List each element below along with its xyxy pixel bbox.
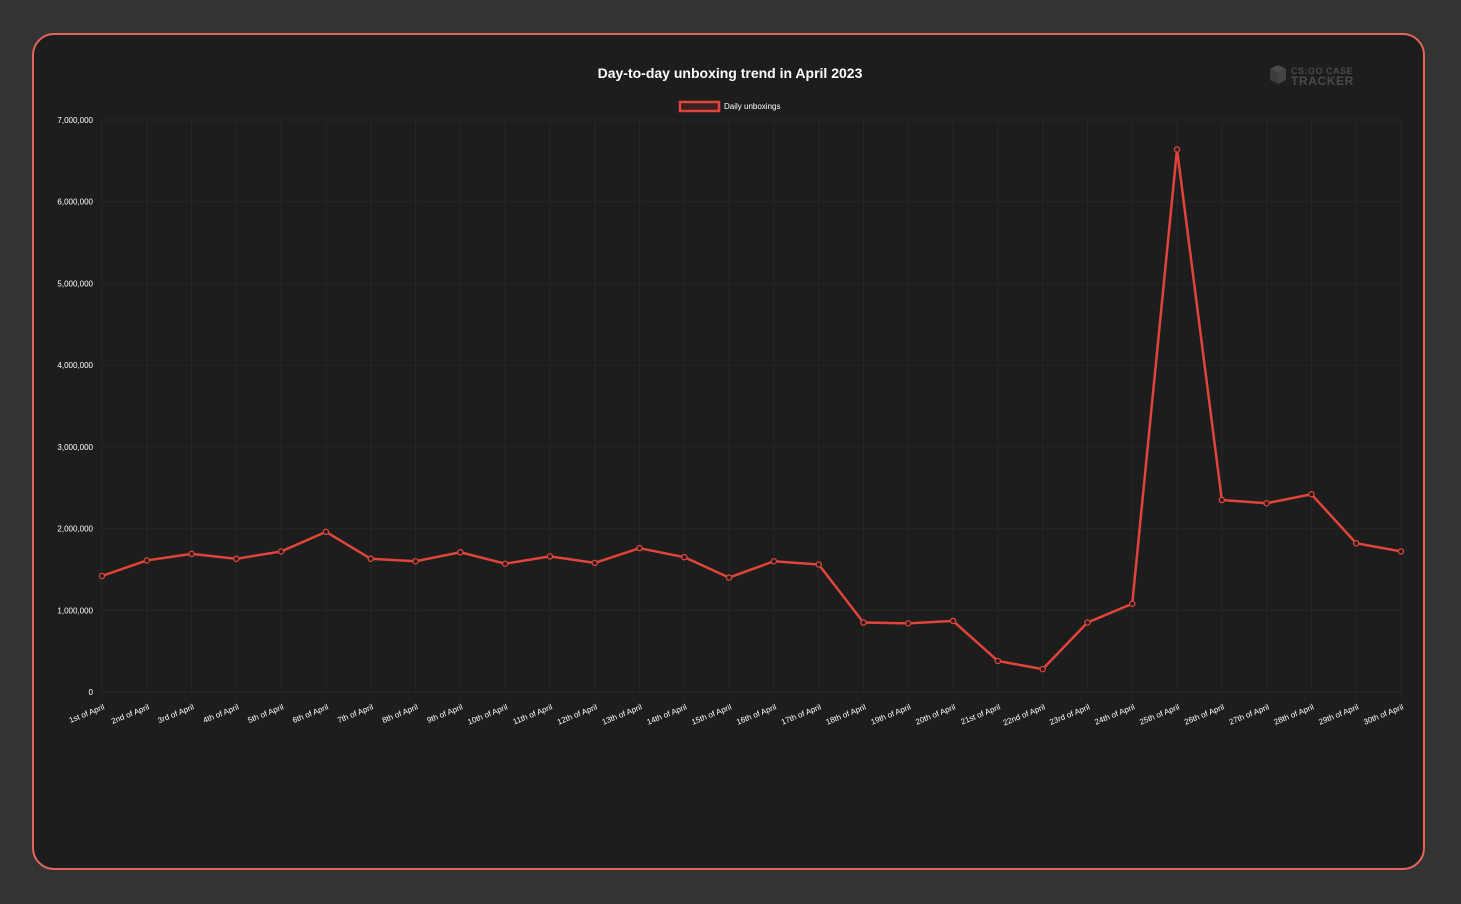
x-tick-label: 24th of April bbox=[1093, 702, 1136, 726]
x-tick-label: 6th of April bbox=[291, 702, 330, 725]
x-tick-label: 26th of April bbox=[1183, 702, 1226, 726]
x-tick-label: 11th of April bbox=[512, 702, 554, 726]
x-tick-label: 17th of April bbox=[780, 702, 823, 726]
y-tick-label: 6,000,000 bbox=[57, 198, 93, 207]
x-tick-label: 18th of April bbox=[825, 702, 868, 726]
x-tick-label: 7th of April bbox=[336, 702, 375, 725]
data-point[interactable] bbox=[1084, 619, 1091, 626]
x-tick-label: 5th of April bbox=[246, 702, 285, 725]
data-point[interactable] bbox=[1397, 548, 1405, 555]
box-icon bbox=[1270, 65, 1286, 84]
x-tick-label: 16th of April bbox=[735, 702, 778, 726]
x-tick-label: 28th of April bbox=[1273, 702, 1316, 726]
logo-line-1: CS:GO CASE bbox=[1291, 66, 1353, 76]
brand-logo: CS:GO CASE TRACKER bbox=[1270, 65, 1354, 88]
x-tick-label: 2nd of April bbox=[110, 702, 151, 725]
data-point[interactable] bbox=[1128, 600, 1136, 607]
y-tick-label: 7,000,000 bbox=[57, 116, 93, 125]
x-tick-label: 23rd of April bbox=[1048, 702, 1091, 726]
data-point[interactable] bbox=[725, 574, 733, 581]
x-tick-label: 15th of April bbox=[690, 702, 733, 726]
logo-line-2: TRACKER bbox=[1291, 74, 1354, 88]
chart-title: Day-to-day unboxing trend in April 2023 bbox=[598, 65, 863, 81]
y-tick-label: 3,000,000 bbox=[57, 443, 93, 452]
x-tick-label: 20th of April bbox=[914, 702, 957, 726]
x-tick-label: 30th of April bbox=[1362, 702, 1405, 726]
x-tick-label: 4th of April bbox=[202, 702, 241, 725]
data-point[interactable] bbox=[188, 550, 195, 558]
data-point[interactable] bbox=[143, 557, 151, 564]
data-point[interactable] bbox=[636, 544, 643, 552]
data-point[interactable] bbox=[860, 619, 867, 626]
x-tick-label: 13th of April bbox=[601, 702, 644, 726]
data-point[interactable] bbox=[1308, 491, 1315, 498]
data-point[interactable] bbox=[905, 620, 912, 627]
data-point[interactable] bbox=[1352, 540, 1360, 547]
legend[interactable]: Daily unboxings bbox=[678, 100, 780, 113]
data-point[interactable] bbox=[322, 528, 330, 536]
x-tick-label: 1st of April bbox=[68, 702, 106, 724]
y-tick-label: 1,000,000 bbox=[57, 606, 93, 615]
data-point[interactable] bbox=[277, 548, 285, 555]
x-tick-label: 27th of April bbox=[1228, 702, 1271, 726]
x-tick-label: 25th of April bbox=[1138, 702, 1181, 726]
grid-layer bbox=[101, 119, 1402, 693]
chart-card bbox=[32, 33, 1425, 870]
legend-label: Daily unboxings bbox=[724, 102, 780, 111]
series-layer bbox=[98, 146, 1405, 673]
data-point[interactable] bbox=[1173, 146, 1181, 153]
data-point[interactable] bbox=[994, 657, 1002, 665]
data-point[interactable] bbox=[770, 558, 778, 565]
series-line bbox=[100, 148, 1403, 671]
x-tick-label: 3rd of April bbox=[156, 702, 195, 725]
legend-swatch bbox=[678, 100, 721, 113]
data-point[interactable] bbox=[591, 559, 598, 567]
y-tick-label: 2,000,000 bbox=[57, 525, 93, 534]
x-tick-label: 22nd of April bbox=[1002, 702, 1047, 727]
data-point[interactable] bbox=[501, 560, 509, 567]
data-point[interactable] bbox=[457, 549, 464, 556]
data-point[interactable] bbox=[1218, 496, 1226, 504]
x-tick-label: 29th of April bbox=[1317, 702, 1360, 726]
data-point[interactable] bbox=[815, 561, 822, 568]
y-tick-label: 5,000,000 bbox=[57, 279, 93, 288]
y-tick-label: 0 bbox=[89, 688, 94, 697]
x-tick-label: 21st of April bbox=[959, 702, 1001, 726]
x-tick-label: 14th of April bbox=[646, 702, 689, 726]
data-point[interactable] bbox=[98, 572, 106, 580]
data-point[interactable] bbox=[1263, 499, 1270, 507]
x-tick-label: 9th of April bbox=[426, 702, 465, 725]
x-tick-label: 12th of April bbox=[556, 702, 599, 726]
data-point[interactable] bbox=[681, 553, 688, 561]
data-point[interactable] bbox=[367, 555, 375, 563]
data-point[interactable] bbox=[412, 558, 419, 565]
x-tick-label: 19th of April bbox=[869, 702, 912, 726]
x-tick-label: 10th of April bbox=[466, 702, 509, 726]
y-tick-label: 4,000,000 bbox=[57, 361, 93, 370]
data-point[interactable] bbox=[233, 555, 240, 563]
axis-layer: 0 1,000,000 2,000,000 3,000,000 4,000,000 5,0… bbox=[57, 116, 1405, 728]
data-point[interactable] bbox=[546, 553, 554, 560]
x-tick-label: 8th of April bbox=[381, 702, 420, 725]
data-point[interactable] bbox=[1039, 665, 1046, 673]
data-point[interactable] bbox=[949, 617, 957, 625]
